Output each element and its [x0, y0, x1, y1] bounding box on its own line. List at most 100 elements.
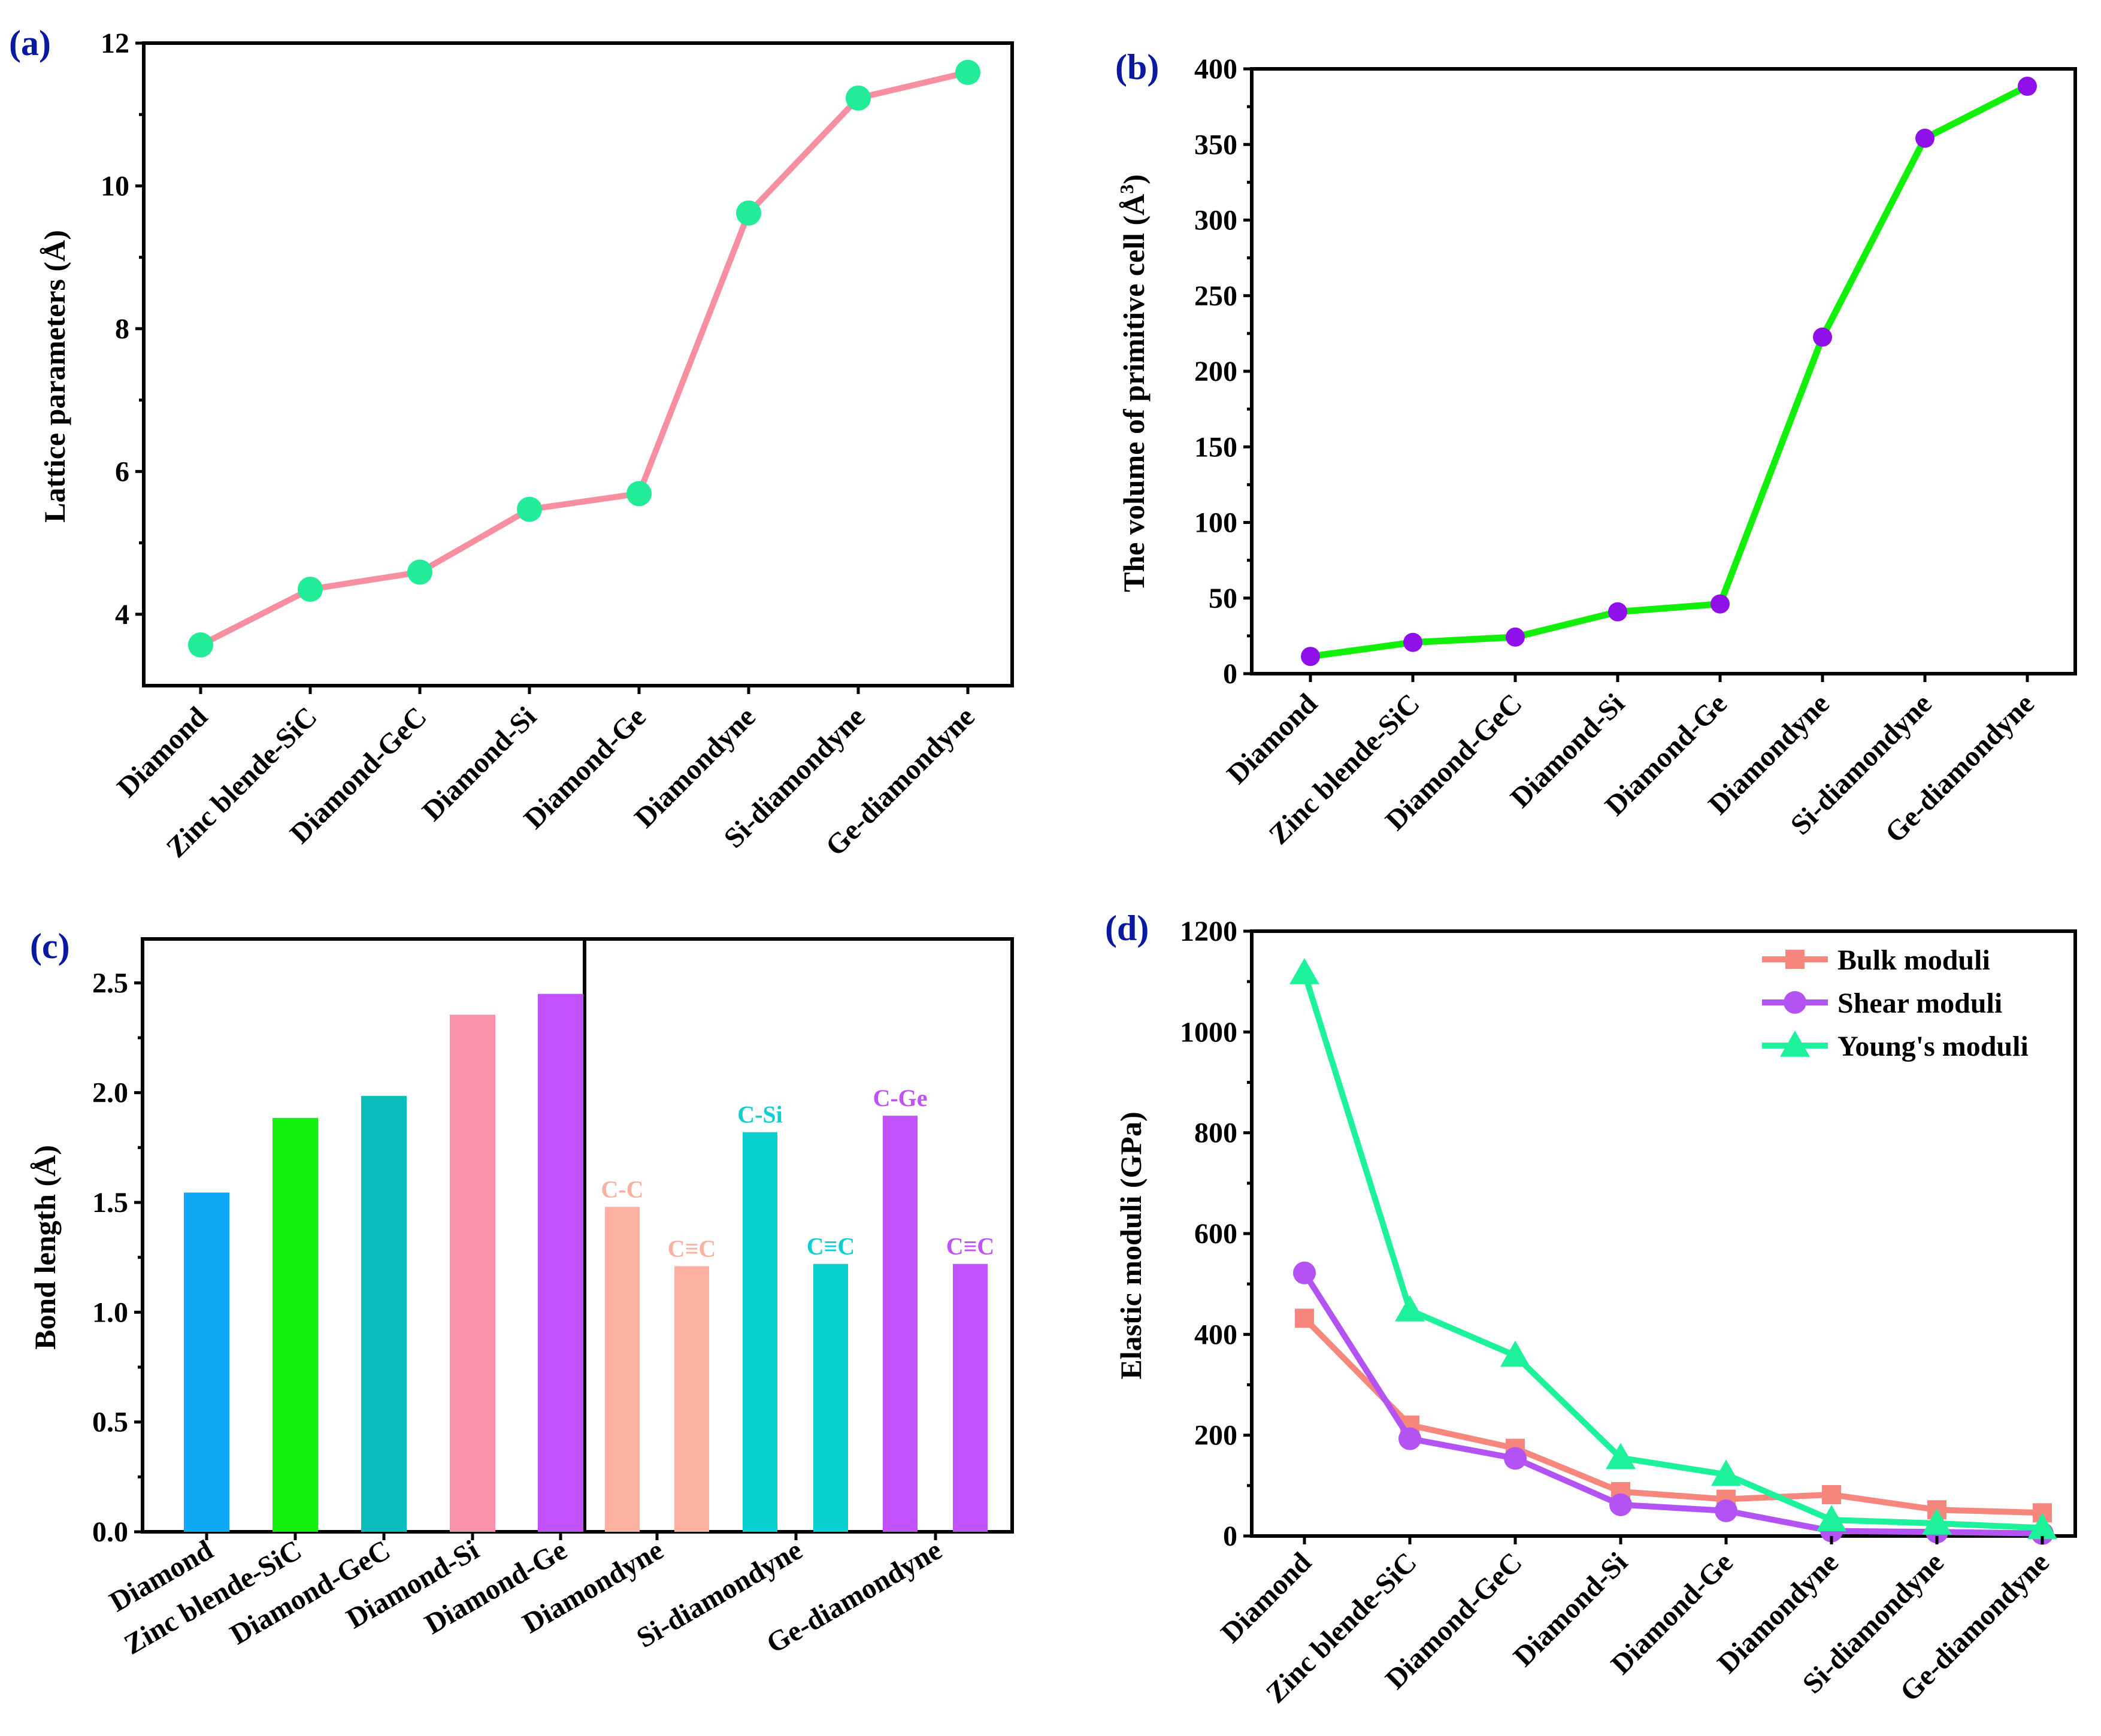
legend-marker-1	[1784, 991, 1806, 1014]
data-point-a-2	[407, 559, 432, 585]
data-point-a-4	[626, 481, 652, 507]
bar-c-right-4	[883, 1116, 918, 1532]
data-point-d-1-4	[1715, 1499, 1737, 1522]
series-line-d-2	[1301, 972, 2043, 1531]
legend-label-1: Shear moduli	[1837, 987, 2002, 1019]
bar-c-right-3	[813, 1264, 848, 1532]
legend-marker-0	[1785, 950, 1805, 969]
bar-label-c-5: C≡C	[946, 1233, 995, 1260]
y-tick-label-b-5: 250	[1194, 280, 1237, 312]
data-point-b-0	[1301, 647, 1320, 666]
y-tick-label-c-1: 0.5	[92, 1407, 128, 1438]
bar-c-0	[184, 1192, 229, 1532]
y-tick-label-b-8: 400	[1194, 53, 1237, 85]
data-point-d-1-0	[1293, 1261, 1316, 1284]
y-tick-label-b-6: 300	[1194, 205, 1237, 237]
x-category-label-b-0: Diamond	[1221, 687, 1324, 790]
plot-frame-a	[142, 41, 1014, 687]
y-tick-label-a-2: 8	[115, 313, 129, 345]
y-tick-label-c-0: 0.0	[92, 1516, 128, 1548]
data-point-b-7	[2018, 77, 2037, 96]
y-tick-label-c-4: 2.0	[92, 1077, 128, 1109]
x-category-label-d-0: Diamond	[1215, 1546, 1318, 1649]
data-point-d-1-2	[1504, 1447, 1527, 1470]
legend-label-2: Young's moduli	[1837, 1031, 2029, 1062]
data-point-d-2-2	[1500, 1340, 1530, 1367]
x-category-label-a-0: Diamond	[111, 701, 214, 804]
data-point-a-3	[517, 496, 542, 522]
y-tick-label-d-3: 600	[1194, 1218, 1237, 1250]
y-tick-label-d-0: 0	[1223, 1520, 1237, 1552]
y-tick-label-d-1: 200	[1194, 1420, 1237, 1452]
data-point-b-1	[1403, 632, 1422, 652]
y-tick-label-d-5: 1000	[1180, 1016, 1237, 1048]
data-point-d-1-1	[1398, 1427, 1421, 1450]
data-point-b-3	[1608, 602, 1627, 622]
y-tick-label-b-3: 150	[1194, 431, 1237, 463]
bar-label-c-3: C≡C	[807, 1233, 855, 1260]
y-tick-label-c-2: 1.0	[92, 1296, 128, 1328]
data-point-d-1-3	[1609, 1493, 1632, 1516]
series-line-d-0	[1302, 1316, 2043, 1516]
y-axis-title-c: Bond length (Å)	[28, 1145, 62, 1350]
bar-label-c-2: C-Si	[737, 1101, 783, 1128]
data-point-d-2-7	[2027, 1513, 2057, 1540]
data-point-a-5	[736, 200, 761, 226]
panel-label-d: (d)	[1105, 908, 1149, 948]
y-tick-label-b-1: 50	[1209, 583, 1237, 614]
panel-label-a: (a)	[9, 23, 51, 63]
y-axis-title-a: Lattice parameters (Å)	[38, 230, 71, 523]
chart-panel-c: 0.00.51.01.52.02.5C-CC≡CC-SiC≡CC-GeC≡CDi…	[28, 926, 1014, 1661]
series-line-volume	[1310, 83, 2029, 660]
bar-label-c-4: C-Ge	[873, 1084, 927, 1111]
y-tick-label-c-5: 2.5	[92, 967, 128, 999]
bar-c-1	[273, 1117, 318, 1532]
y-tick-label-a-4: 12	[101, 28, 129, 59]
data-point-b-5	[1813, 327, 1832, 347]
bar-label-c-0: C-C	[601, 1175, 643, 1202]
y-tick-label-c-3: 1.5	[92, 1187, 128, 1219]
data-point-d-2-5	[1817, 1505, 1846, 1531]
bar-c-3	[450, 1014, 495, 1532]
y-axis-title-d: Elastic moduli (GPa)	[1114, 1111, 1148, 1379]
legend-marker-2	[1780, 1031, 1810, 1057]
bar-c-right-0	[605, 1207, 640, 1532]
bar-c-right-2	[743, 1132, 777, 1532]
data-point-d-2-3	[1606, 1443, 1636, 1470]
data-point-a-1	[298, 577, 323, 602]
bar-label-c-1: C≡C	[668, 1235, 716, 1262]
y-tick-label-b-7: 350	[1194, 129, 1237, 160]
bar-c-right-1	[674, 1266, 709, 1532]
chart-panel-d: 0 200 400 600 800 1000 1200 Bulk moduli Shear mo…	[1105, 908, 2077, 1710]
bar-c-4	[538, 993, 583, 1532]
legend-label-0: Bulk moduli	[1837, 944, 1990, 976]
y-tick-label-a-1: 6	[115, 456, 129, 487]
data-point-d-0-5	[1822, 1484, 1841, 1504]
plot-frame-b	[1250, 67, 2077, 675]
series-line-lattice	[199, 69, 969, 648]
data-point-b-4	[1711, 594, 1730, 614]
panel-label-c: (c)	[30, 926, 70, 966]
y-tick-label-b-0: 0	[1223, 658, 1237, 690]
data-point-b-6	[1915, 128, 1935, 148]
y-tick-label-d-2: 400	[1194, 1319, 1237, 1350]
y-tick-label-b-2: 100	[1194, 507, 1237, 539]
y-tick-label-a-3: 10	[101, 170, 129, 202]
y-tick-label-b-4: 200	[1194, 356, 1237, 387]
y-axis-title-b: The volume of primitive cell (Å3)	[1116, 174, 1151, 592]
y-tick-label-a-0: 4	[115, 599, 129, 631]
data-point-d-0-0	[1295, 1308, 1314, 1328]
data-point-a-7	[955, 59, 980, 85]
series-line-d-1	[1301, 1271, 2043, 1537]
data-point-d-2-4	[1711, 1459, 1741, 1486]
data-point-d-2-0	[1289, 958, 1319, 984]
data-point-d-2-1	[1395, 1295, 1425, 1322]
plot-frame-d	[1250, 929, 2077, 1538]
bar-c-2	[361, 1096, 407, 1532]
bar-c-right-5	[953, 1264, 988, 1532]
y-tick-label-d-6: 1200	[1180, 916, 1237, 947]
data-point-a-0	[188, 632, 213, 658]
